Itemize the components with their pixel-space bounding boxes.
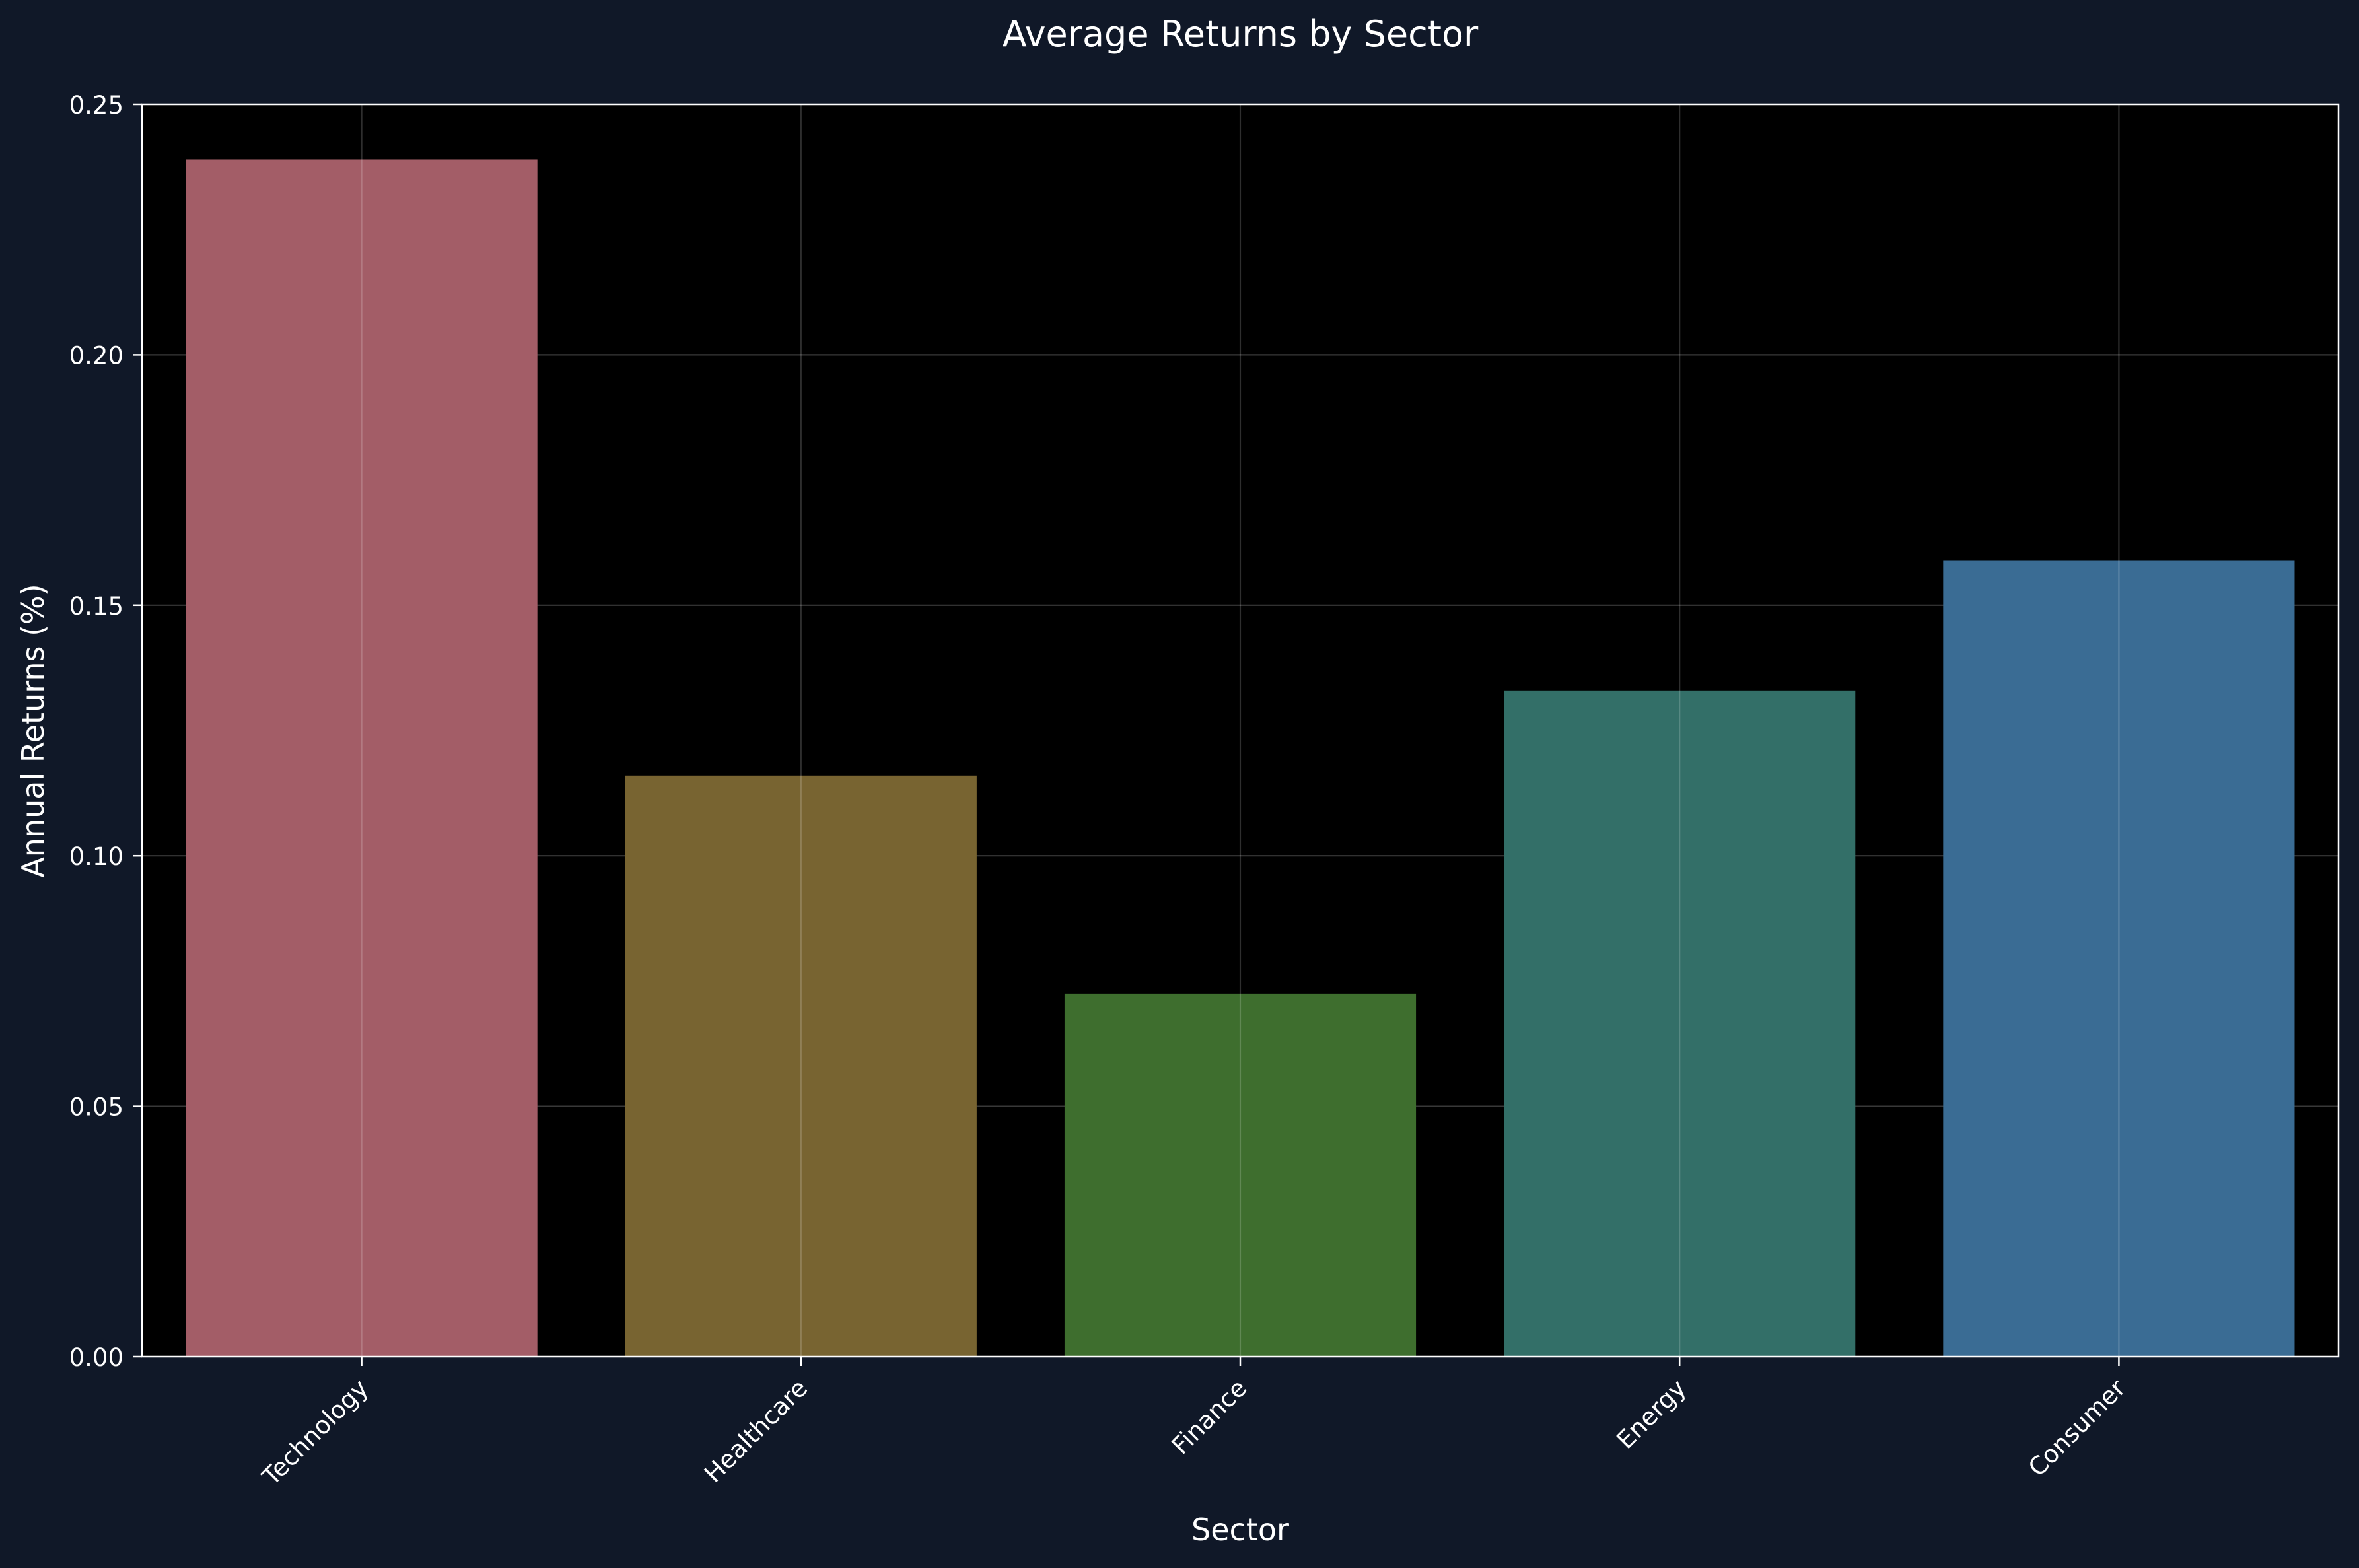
y-axis: 0.00 0.05 0.10 0.15 0.20 0.25 [69,91,142,1372]
vertical-grid [361,104,2120,1357]
y-axis-label: Annual Returns (%) [15,584,51,877]
bar-finance [1064,993,1417,1357]
x-axis-label: Sector [1191,1512,1289,1548]
y-tick-label: 0.10 [69,842,123,871]
bars [186,159,2295,1357]
bar-technology [186,159,538,1357]
bar-healthcare [625,775,977,1357]
y-tick-label: 0.20 [69,341,123,370]
y-tick-label: 0.15 [69,592,123,621]
bar-consumer [1943,560,2295,1357]
chart-title: Average Returns by Sector [1003,13,1479,55]
y-tick-label: 0.25 [69,91,123,119]
y-tick-label: 0.05 [69,1093,123,1122]
y-tick-label: 0.00 [69,1344,123,1372]
bar-energy [1504,690,1856,1357]
